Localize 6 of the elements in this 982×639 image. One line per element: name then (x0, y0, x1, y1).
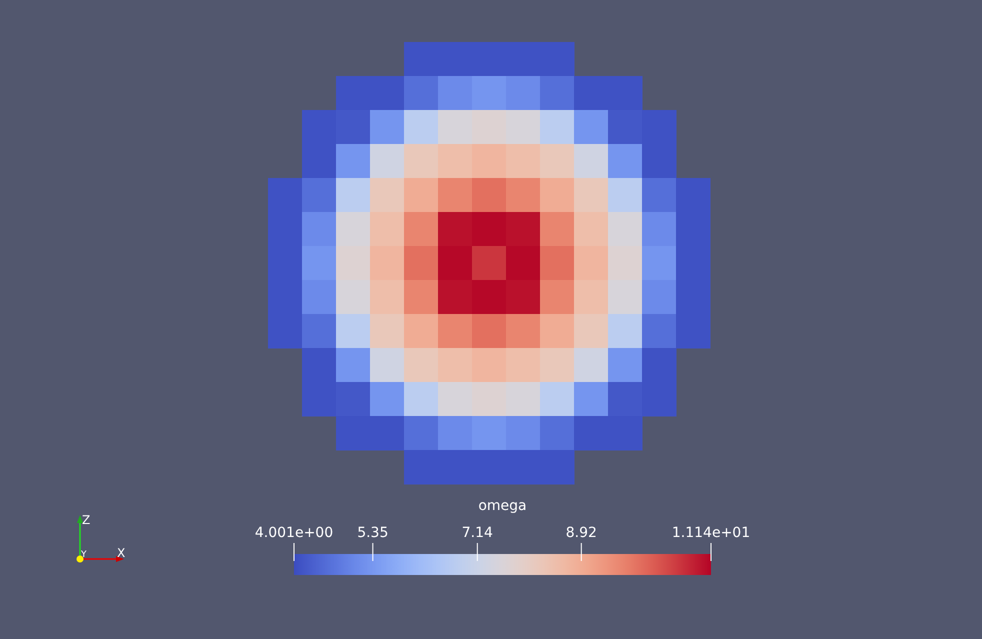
color-bar-label: 8.92 (566, 525, 597, 541)
color-bar-label: 1.114e+01 (672, 525, 750, 541)
color-bar-title: omega (478, 498, 527, 514)
color-bar-label: 4.001e+00 (254, 525, 334, 541)
color-bar-label: 5.35 (357, 525, 388, 541)
color-bar-label: 7.14 (462, 525, 494, 541)
